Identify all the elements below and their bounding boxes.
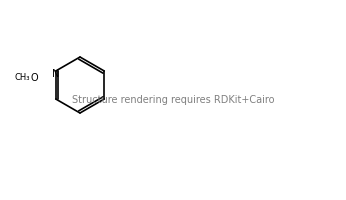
Text: O: O bbox=[30, 73, 38, 83]
Text: N: N bbox=[52, 69, 60, 79]
Text: CH₃: CH₃ bbox=[14, 73, 30, 82]
Text: Structure rendering requires RDKit+Cairo: Structure rendering requires RDKit+Cairo bbox=[72, 95, 274, 105]
